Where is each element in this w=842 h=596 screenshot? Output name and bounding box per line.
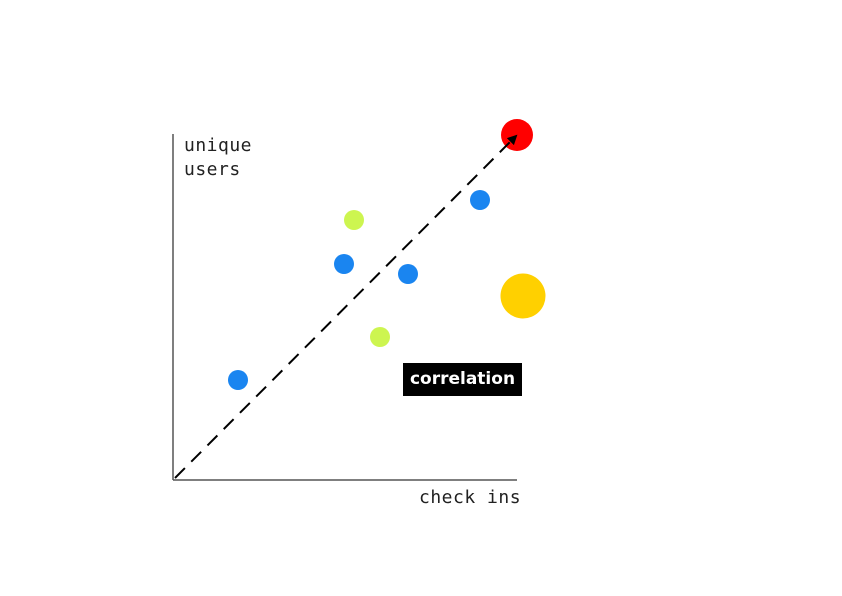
blue-point bbox=[470, 190, 490, 210]
y-axis-label-line1: unique bbox=[184, 135, 253, 156]
x-axis-label: check ins bbox=[419, 487, 522, 508]
y-axis-label-line2: users bbox=[184, 159, 241, 180]
blue-point bbox=[398, 264, 418, 284]
y-axis-label: unique users bbox=[184, 134, 304, 182]
blue-point bbox=[228, 370, 248, 390]
correlation-badge: correlation bbox=[403, 363, 522, 396]
trend-line-arrow bbox=[174, 134, 518, 479]
lime-point bbox=[344, 210, 364, 230]
blue-point bbox=[334, 254, 354, 274]
lime-point bbox=[370, 327, 390, 347]
gold-point bbox=[500, 273, 546, 319]
